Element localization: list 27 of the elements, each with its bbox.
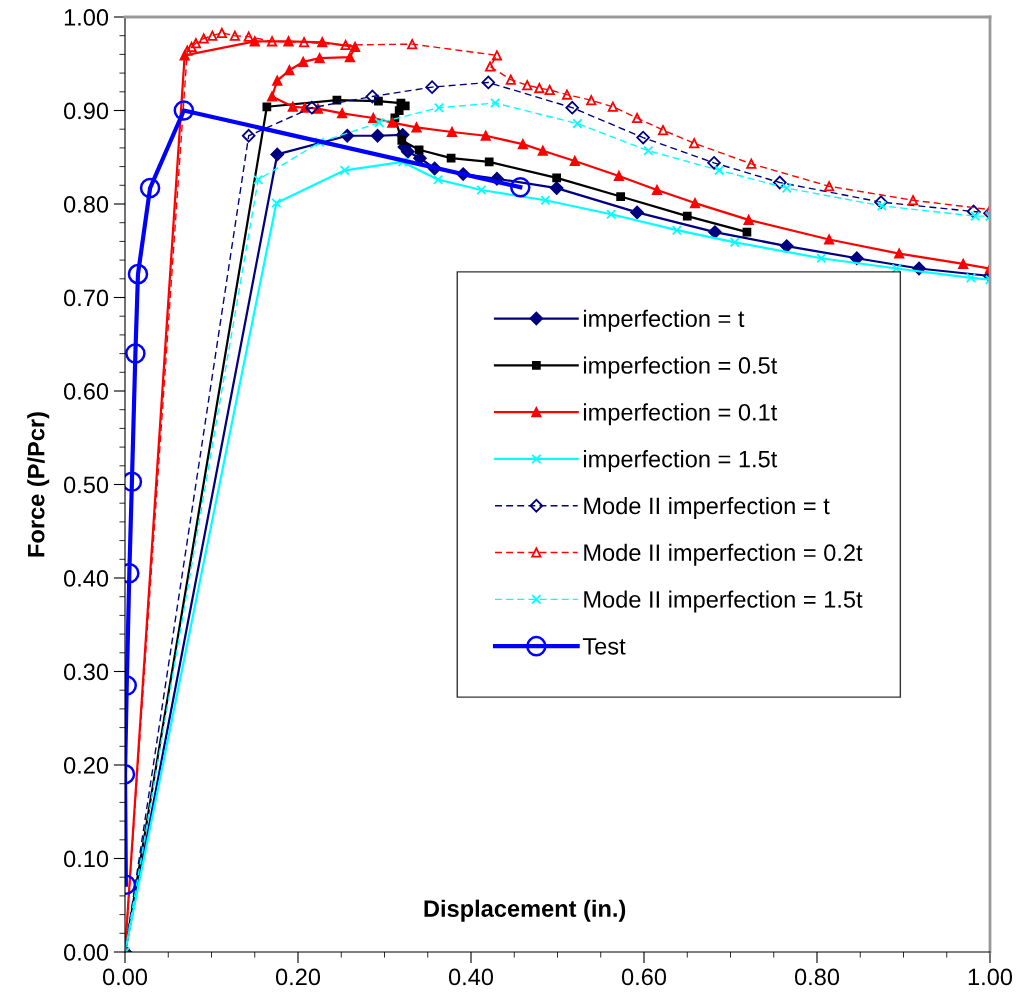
x-tick-label: 0.60 [621, 968, 667, 986]
y-tick-label: 1.00 [64, 9, 109, 26]
legend-label: Mode II imperfection = t [584, 496, 830, 519]
y-axis-title: Force (P/Pcr) [27, 412, 50, 557]
y-tick-label: 0.50 [64, 476, 109, 494]
y-tick-label: 0.10 [64, 850, 109, 868]
y-tick-label: 0.60 [64, 383, 109, 400]
legend-label: Test [582, 638, 626, 655]
legend-label: imperfection = 0.1t [583, 403, 778, 426]
x-tick-label: 0.80 [794, 968, 840, 986]
y-tick-label: 0.70 [64, 289, 109, 307]
y-tick-label: 0.20 [64, 757, 109, 774]
legend-label: imperfection = 1.5t [583, 450, 778, 473]
legend-label: Mode II imperfection = 0.2t [584, 543, 863, 566]
x-tick-label: 0.20 [275, 968, 321, 986]
y-tick-label: 0.40 [64, 570, 109, 587]
x-tick-label: 0.40 [448, 968, 494, 986]
legend-label: Mode II imperfection = 1.5t [584, 590, 863, 613]
x-tick-label: 1.00 [968, 968, 1013, 986]
y-tick-label: 0.80 [64, 196, 109, 213]
y-tick-label: 0.30 [64, 663, 109, 681]
legend-label: imperfection = t [583, 309, 745, 332]
x-axis-title: Displacement (in.) [424, 899, 626, 922]
y-tick-label: 0.00 [64, 944, 109, 961]
legend-label: imperfection = 0.5t [583, 356, 778, 379]
x-tick-label: 0.00 [102, 968, 148, 986]
y-tick-label: 0.90 [64, 102, 109, 120]
